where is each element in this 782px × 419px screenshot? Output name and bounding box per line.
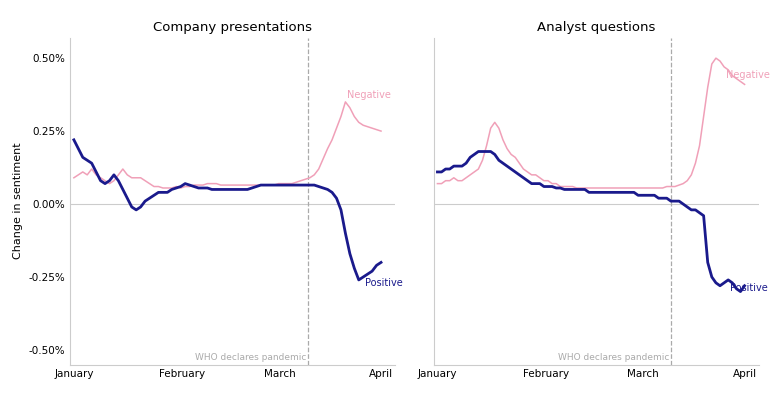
Text: Positive: Positive xyxy=(365,279,403,288)
Y-axis label: Change in sentiment: Change in sentiment xyxy=(13,143,23,259)
Text: WHO declares pandemic: WHO declares pandemic xyxy=(558,353,669,362)
Title: Analyst questions: Analyst questions xyxy=(537,21,655,34)
Text: Negative: Negative xyxy=(726,70,769,80)
Title: Company presentations: Company presentations xyxy=(153,21,312,34)
Text: Positive: Positive xyxy=(730,283,768,293)
Text: Negative: Negative xyxy=(347,91,391,101)
Text: WHO declares pandemic: WHO declares pandemic xyxy=(195,353,306,362)
